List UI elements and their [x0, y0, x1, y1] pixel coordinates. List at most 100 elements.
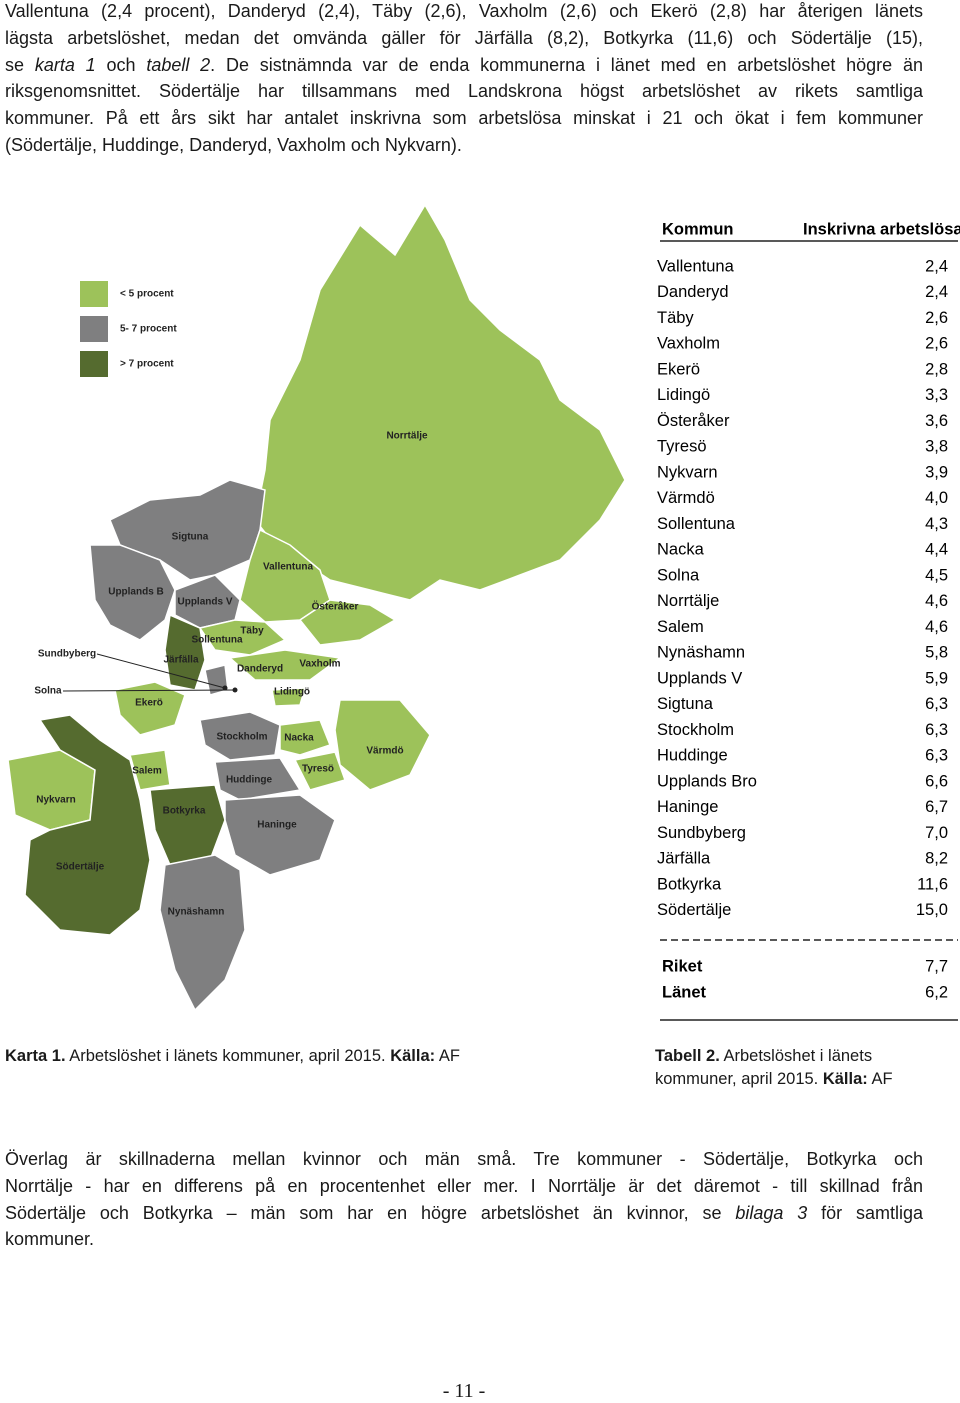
leader-lines	[62, 653, 236, 692]
row-value: 11,6	[917, 875, 948, 893]
leader-line	[62, 689, 236, 692]
table-caption: Tabell 2. Arbetslöshet i länets kommuner,…	[655, 1045, 893, 1091]
row-value: 2,8	[925, 360, 948, 378]
row-name: Lidingö	[657, 386, 710, 404]
map-label: Upplands B	[108, 587, 164, 598]
map-label: Sollentuna	[191, 635, 243, 646]
row-name: Sigtuna	[657, 695, 714, 713]
row-value: 15,0	[916, 901, 948, 919]
row-name: Huddinge	[657, 747, 728, 765]
row-name: Ekerö	[657, 360, 700, 378]
text-line: (Södertälje, Huddinge, Danderyd, Vaxholm…	[5, 134, 462, 155]
map-label: Solna	[34, 686, 62, 697]
row-name: Nykvarn	[657, 463, 718, 481]
row-value: 6,3	[925, 747, 948, 765]
row-name: Vallentuna	[657, 257, 735, 275]
row-value: 3,6	[925, 412, 948, 430]
row-value: 2,4	[925, 257, 948, 275]
map-label: Vallentuna	[263, 562, 313, 573]
table-header: Inskrivna arbetslösa	[803, 220, 960, 238]
row-value: 6,7	[925, 798, 948, 816]
map-label: Salem	[132, 766, 162, 777]
map-label: Huddinge	[226, 775, 273, 786]
region	[114, 681, 186, 736]
paragraph: Vallentuna (2,4 procent), Danderyd (2,4)…	[5, 0, 923, 159]
map: < 5 procent 5- 7 procent > 7 procent Nor…	[7, 203, 626, 1012]
map-label: Södertälje	[56, 862, 105, 873]
region	[199, 711, 281, 761]
summary-value: 6,2	[925, 983, 948, 1001]
text: . De sistnämnda var de enda kommunerna i…	[210, 54, 924, 75]
leader-line	[96, 653, 226, 689]
row-value: 8,2	[925, 850, 948, 868]
row-value: 4,6	[925, 618, 948, 636]
row-value: 2,6	[925, 309, 948, 327]
map-label: Nynäshamn	[168, 907, 225, 918]
caption-text: AF	[435, 1047, 460, 1065]
region	[159, 854, 246, 1012]
caption-text: kommuner, april 2015.	[655, 1070, 823, 1088]
map-label: Haninge	[257, 820, 297, 831]
map-label: Stockholm	[216, 732, 267, 743]
legend-label: < 5 procent	[120, 289, 174, 300]
text-line: Norrtälje - har en differens på en proce…	[5, 1175, 923, 1196]
region	[129, 749, 171, 791]
region	[24, 714, 151, 936]
text-line: lägsta arbetslöshet, medan det omvända g…	[5, 27, 923, 48]
map-label: Sundbyberg	[38, 649, 96, 660]
row-value: 5,9	[925, 669, 948, 687]
map-label: Tyresö	[302, 764, 334, 775]
row-name: Nacka	[657, 541, 705, 559]
row-name: Järfälla	[657, 850, 711, 868]
legend-swatch	[80, 281, 108, 307]
row-value: 4,3	[925, 515, 948, 533]
region	[198, 619, 287, 656]
row-value: 4,6	[925, 592, 948, 610]
row-value: 4,5	[925, 566, 948, 584]
text-line: Södertälje och Botkyrka – män som har en…	[5, 1200, 923, 1227]
row-value: 2,4	[925, 283, 948, 301]
row-name: Täby	[657, 309, 694, 327]
row-name: Haninge	[657, 798, 718, 816]
row-value: 4,0	[925, 489, 948, 507]
map-caption: Karta 1. Arbetslöshet i länets kommuner,…	[5, 1045, 460, 1068]
row-value: 5,8	[925, 644, 948, 662]
row-name: Upplands Bro	[657, 772, 757, 790]
reference: tabell 2	[146, 54, 211, 75]
row-name: Stockholm	[657, 721, 734, 739]
region	[228, 649, 342, 681]
text-line: riksgenomsnittet. Södertälje har tillsam…	[5, 81, 923, 102]
row-value: 6,6	[925, 772, 948, 790]
map-label: Värmdö	[366, 746, 403, 757]
caption-text: AF	[867, 1070, 893, 1088]
table-body: Vallentuna 2,4 Danderyd 2,4 Täby 2,6 Vaxholm 2,…	[657, 257, 948, 1001]
text: och	[95, 54, 147, 75]
text-line: kommuner.	[5, 1229, 95, 1250]
map-label: Vaxholm	[299, 659, 340, 670]
map-label: Lidingö	[274, 687, 310, 698]
row-name: Nynäshamn	[657, 644, 745, 662]
map-label: Österåker	[312, 600, 359, 613]
legend-swatch	[80, 316, 108, 342]
page-number: - 11 -	[442, 1380, 486, 1402]
row-value: 7,0	[925, 824, 948, 842]
region	[279, 719, 331, 756]
text-line: Vallentuna (2,4 procent), Danderyd (2,4)…	[5, 1, 923, 21]
reference: bilaga 3	[735, 1202, 808, 1223]
caption-label: Tabell 2.	[655, 1047, 720, 1065]
row-name: Danderyd	[657, 283, 729, 301]
caption-label: Karta 1.	[5, 1047, 66, 1065]
row-name: Österåker	[657, 412, 730, 430]
row-name: Sollentuna	[657, 515, 736, 533]
region	[149, 784, 226, 866]
caption-label: Källa:	[822, 1070, 868, 1088]
legend-swatch	[80, 351, 108, 377]
row-name: Vaxholm	[657, 335, 720, 353]
row-name: Salem	[657, 618, 704, 636]
row-name: Södertälje	[657, 901, 731, 919]
map-label: Danderyd	[237, 664, 283, 675]
map-label: Sigtuna	[172, 532, 209, 543]
text-line: Överlag är skillnaderna mellan kvinnor o…	[5, 1149, 923, 1169]
regions	[7, 203, 626, 1012]
